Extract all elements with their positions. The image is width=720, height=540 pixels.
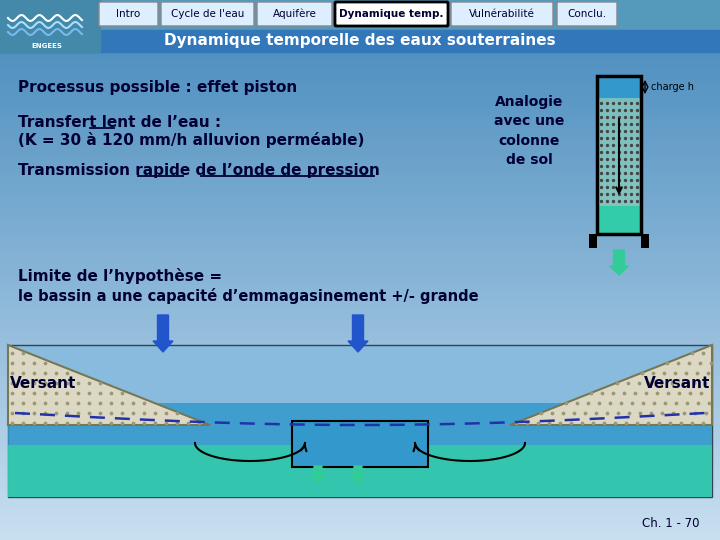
Bar bbox=[0, 0, 720, 30]
Bar bbox=[598, 77, 640, 99]
FancyArrow shape bbox=[348, 315, 368, 352]
Text: Conclu.: Conclu. bbox=[567, 9, 606, 19]
Bar bbox=[598, 98, 640, 206]
FancyArrow shape bbox=[312, 466, 325, 484]
Text: charge h: charge h bbox=[651, 82, 694, 92]
Bar bbox=[589, 234, 597, 248]
Bar bbox=[0, 30, 720, 52]
FancyBboxPatch shape bbox=[99, 2, 158, 26]
Text: Intro: Intro bbox=[117, 9, 140, 19]
Text: Transmission rapide de l’onde de pression: Transmission rapide de l’onde de pressio… bbox=[18, 163, 380, 178]
Text: Limite de l’hypothèse =: Limite de l’hypothèse = bbox=[18, 268, 222, 284]
Text: Dynamique temporelle des eaux souterraines: Dynamique temporelle des eaux souterrain… bbox=[164, 33, 556, 49]
Bar bbox=[0, 0, 100, 52]
FancyBboxPatch shape bbox=[161, 2, 254, 26]
Bar bbox=[598, 206, 640, 234]
Bar bbox=[597, 76, 641, 234]
Polygon shape bbox=[8, 345, 210, 425]
Text: Processus possible : effet piston: Processus possible : effet piston bbox=[18, 80, 297, 95]
Text: Versant: Versant bbox=[10, 375, 76, 390]
FancyArrow shape bbox=[351, 466, 364, 484]
Bar bbox=[292, 421, 428, 467]
Text: Aquifère: Aquifère bbox=[273, 9, 316, 19]
Text: Dynamique temp.: Dynamique temp. bbox=[339, 9, 444, 19]
Text: Analogie
avec une
colonne
de sol: Analogie avec une colonne de sol bbox=[494, 94, 564, 167]
Text: Cycle de l'eau: Cycle de l'eau bbox=[171, 9, 244, 19]
Text: Vulnérabilité: Vulnérabilité bbox=[469, 9, 535, 19]
Text: (K = 30 à 120 mm/h alluvion perméable): (K = 30 à 120 mm/h alluvion perméable) bbox=[18, 132, 364, 148]
FancyArrow shape bbox=[153, 315, 173, 352]
Bar bbox=[641, 234, 649, 248]
FancyBboxPatch shape bbox=[557, 2, 617, 26]
Text: Ch. 1 - 70: Ch. 1 - 70 bbox=[642, 517, 700, 530]
FancyArrow shape bbox=[610, 250, 629, 275]
Text: le bassin a une capacité d’emmagasinement +/- grande: le bassin a une capacité d’emmagasinemen… bbox=[18, 288, 479, 304]
Bar bbox=[8, 445, 712, 497]
FancyBboxPatch shape bbox=[257, 2, 332, 26]
Polygon shape bbox=[510, 345, 712, 425]
Text: Versant: Versant bbox=[644, 375, 710, 390]
Text: ENGEES: ENGEES bbox=[32, 43, 63, 49]
FancyBboxPatch shape bbox=[451, 2, 553, 26]
Text: Transfert lent de l’eau :: Transfert lent de l’eau : bbox=[18, 115, 221, 130]
FancyBboxPatch shape bbox=[335, 2, 448, 26]
Bar bbox=[8, 345, 712, 497]
Bar bbox=[8, 403, 712, 497]
